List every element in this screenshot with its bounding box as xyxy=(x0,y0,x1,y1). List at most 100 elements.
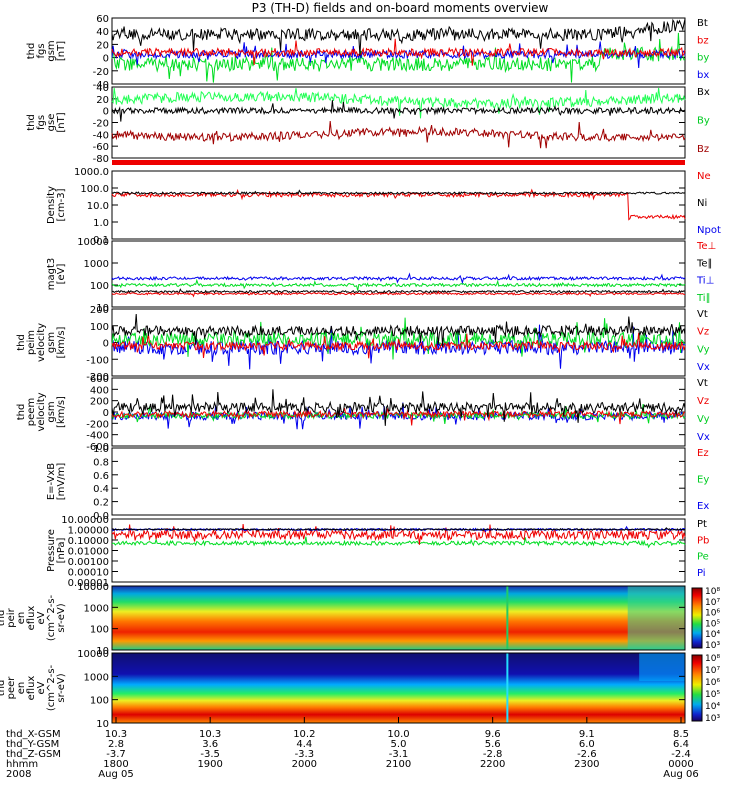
series-te-perp xyxy=(111,290,686,298)
y-axis-label-line: [nT] xyxy=(56,41,67,61)
y-tick-label: 100 xyxy=(90,625,109,636)
x-tick-label: 6.0 xyxy=(579,739,595,750)
legend-entry: Pe xyxy=(697,552,709,563)
panel-peem-velocity: 6004002000-200-400-600thdpeemvelocitygsm… xyxy=(16,374,710,453)
y-axis-label: thdpeimvelocitygsm[km/s] xyxy=(16,323,67,362)
legend-entry: Vy xyxy=(697,414,710,425)
panel-frame xyxy=(111,447,686,516)
y-tick-label: -600 xyxy=(86,442,109,453)
y-tick-label: 200 xyxy=(90,397,109,408)
panel-efield: 1.0 0.8 0.6 0.4 0.2 0.0 E=-VxB[mV/m] Ez Ey Ex xyxy=(46,444,709,522)
y-tick-label: 0.01000 xyxy=(68,547,109,558)
legend-entry: Vt xyxy=(697,378,708,389)
colorbar-label: 10⁵ xyxy=(705,690,720,700)
y-tick-label: 0.0 xyxy=(93,511,109,522)
series-ti-par xyxy=(111,278,686,291)
legend-entry: bz xyxy=(697,35,709,46)
y-tick-label: 1000.0 xyxy=(74,167,109,178)
legend-entry: Ne xyxy=(697,171,711,182)
series-bz-gse xyxy=(111,120,686,149)
y-axis-label-line: peer xyxy=(6,676,17,700)
mode-bar xyxy=(112,160,685,165)
y-axis-label: E=-VxB[mV/m] xyxy=(46,463,67,501)
y-axis-label-line: [mV/m] xyxy=(56,463,67,501)
x-tick-label: -3.7 xyxy=(106,749,126,760)
legend-entry: Bx xyxy=(697,87,710,98)
y-axis-label-line: magt3 xyxy=(46,258,57,291)
y-tick-label: 600 xyxy=(90,374,109,385)
y-tick-label: 0 xyxy=(103,54,109,65)
panel-pressure: 10.000001.000000.100000.010000.001000.00… xyxy=(46,515,709,589)
y-axis-label-line: sr-eV) xyxy=(56,603,67,632)
y-axis-label-line: [eV] xyxy=(56,264,67,285)
y-tick-label: -40 xyxy=(93,130,109,141)
y-axis-label-line: peem xyxy=(26,398,37,426)
x-tick-label: 9.1 xyxy=(579,729,595,740)
legend-entry: Pb xyxy=(697,535,709,546)
x-tick-label: 1800 xyxy=(103,759,128,770)
y-axis-label-line: [km/s] xyxy=(56,396,67,428)
x-axis-row-label: thd_Y-GSM xyxy=(6,739,59,750)
series-peem-vz xyxy=(111,407,686,426)
panel-peir-spectrogram: 10000 1000 100 10 thdpeirenefluxeV(cm^2-s-sr… xyxy=(0,582,720,657)
y-axis-label-line: thd xyxy=(16,334,27,351)
x-tick-label: 8.5 xyxy=(673,729,689,740)
series-peim-vz xyxy=(111,332,686,359)
colorbar-label: 10³ xyxy=(705,641,720,651)
legend-entry: Bt xyxy=(697,18,708,29)
legend-entry: by xyxy=(697,53,709,64)
panel-peer-spectrogram: 10000 1000 100 10 thdpeerenefluxeV(cm^2-s-sr… xyxy=(0,649,720,730)
y-tick-label: 0 xyxy=(103,339,109,350)
y-axis-label-line: velocity xyxy=(36,323,47,362)
series-ni xyxy=(111,189,686,196)
series-bx xyxy=(111,41,686,69)
ion-spectrogram-image xyxy=(112,586,685,650)
series-bz xyxy=(111,38,686,66)
y-axis-label-line: eflux xyxy=(26,606,37,631)
series-peem-vt xyxy=(111,389,686,426)
electron-spectrogram-image xyxy=(112,653,685,723)
y-tick-label: 10000 xyxy=(77,582,109,593)
legend-entry: Bz xyxy=(697,144,709,155)
panel-frame xyxy=(111,377,686,447)
y-tick-label: 0.10000 xyxy=(68,536,109,547)
y-tick-label: 1000 xyxy=(84,672,109,683)
legend-entry: Vz xyxy=(697,396,709,407)
legend-entry: Pi xyxy=(697,568,706,579)
y-tick-label: 0.8 xyxy=(93,457,109,468)
y-tick-label: 0.4 xyxy=(93,484,109,495)
panel-frame xyxy=(111,170,686,240)
panels-group: 6040200-20-40thdfgsgsm[nT]Btbzbybx40200-… xyxy=(0,14,721,730)
series-pe xyxy=(111,536,686,549)
y-tick-label: -20 xyxy=(93,119,109,130)
colorbar-label: 10⁵ xyxy=(705,619,720,629)
y-axis-label-line: en xyxy=(16,612,27,625)
legend-entry: Te∥ xyxy=(696,258,713,269)
y-axis-label: magt3[eV] xyxy=(46,258,67,291)
y-axis-label-line: gsm xyxy=(46,401,57,422)
legend-entry: Ey xyxy=(697,475,709,486)
y-tick-label: 60 xyxy=(96,14,109,25)
y-tick-label: 100 xyxy=(90,696,109,707)
y-tick-label: 10.00000 xyxy=(61,515,109,526)
y-axis-label: thdpeerenefluxeV(cm^2-s-sr-eV) xyxy=(0,664,67,711)
legend-entry: Vx xyxy=(697,362,710,373)
y-axis-label-line: (cm^2-s- xyxy=(46,664,57,711)
colorbar-label: 10⁶ xyxy=(705,678,720,688)
legend-entry: Ti∥ xyxy=(696,293,711,304)
y-tick-label: 400 xyxy=(90,385,109,396)
x-axis-row-label: thd_X-GSM xyxy=(6,729,61,740)
y-tick-label: 0.1 xyxy=(93,235,109,246)
x-axis-row-label: 2008 xyxy=(6,769,31,780)
electron-spectrogram-end-region xyxy=(639,653,685,681)
y-axis-label-line: en xyxy=(16,682,27,695)
x-tick-label: Aug 05 xyxy=(98,769,133,780)
y-tick-label: 0.00010 xyxy=(68,568,109,579)
y-tick-label: 0.2 xyxy=(93,498,109,509)
x-axis-row-label: hhmm xyxy=(6,759,38,770)
y-tick-label: 1000 xyxy=(84,259,109,270)
y-tick-label: -40 xyxy=(93,80,109,91)
y-tick-label: 100.0 xyxy=(80,184,109,195)
